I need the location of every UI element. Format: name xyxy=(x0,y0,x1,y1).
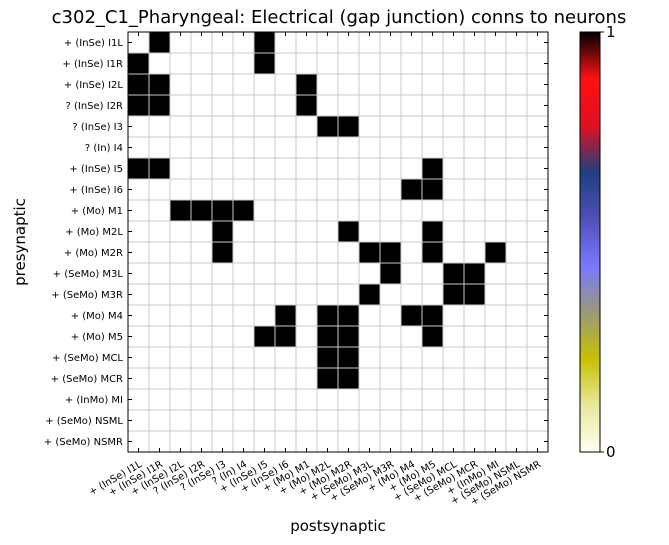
y-tick-label: + (Mo) M2L xyxy=(65,227,123,238)
y-tick-label: + (SeMo) MCR xyxy=(51,374,123,385)
heatmap-cell xyxy=(443,263,465,285)
heatmap-cell xyxy=(128,158,150,180)
heatmap-cell xyxy=(149,32,171,54)
heatmap-cell xyxy=(254,326,276,348)
heatmap-cell xyxy=(338,368,360,390)
heatmap-cell xyxy=(401,305,423,327)
y-tick-label: ? (InSe) I3 xyxy=(72,122,123,133)
heatmap-cell xyxy=(212,242,234,264)
y-tick-label: + (SeMo) M3R xyxy=(51,290,123,301)
y-tick-label: ? (In) I4 xyxy=(85,143,123,154)
heatmap-cell xyxy=(380,242,402,264)
heatmap-cell xyxy=(338,326,360,348)
plot-frame xyxy=(127,31,549,453)
y-tick-label: + (SeMo) MCL xyxy=(52,353,123,364)
heatmap-cell xyxy=(422,305,444,327)
y-tick-label: + (InSe) I6 xyxy=(69,185,123,196)
chart-title: c302_C1_Pharyngeal: Electrical (gap junc… xyxy=(52,7,627,28)
heatmap-cell xyxy=(296,95,318,117)
y-tick-label: + (SeMo) NSML xyxy=(45,416,123,427)
y-tick-label: ? (InSe) I2R xyxy=(65,101,123,112)
heatmap-cell xyxy=(233,200,255,222)
y-tick-label: + (Mo) M5 xyxy=(71,332,123,343)
heatmap-cell xyxy=(212,200,234,222)
heatmap-cell xyxy=(296,74,318,96)
heatmap-cell xyxy=(485,242,507,264)
y-tick-label: + (Mo) M2R xyxy=(64,248,123,259)
heatmap-cell xyxy=(149,158,171,180)
y-tick-label: + (Mo) M1 xyxy=(71,206,123,217)
y-tick-label: + (SeMo) NSMR xyxy=(44,437,123,448)
heatmap-cell xyxy=(212,221,234,243)
heatmap-cell xyxy=(359,284,381,306)
x-tick-labels: + (InSe) I1L+ (InSe) I1R+ (InSe) I2L? (I… xyxy=(87,459,543,508)
heatmap-cell xyxy=(422,221,444,243)
y-tick-label: + (InMo) MI xyxy=(65,395,123,406)
heatmap-cell xyxy=(317,326,339,348)
y-tick-label: + (InSe) I5 xyxy=(69,164,123,175)
heatmap-cell xyxy=(317,347,339,369)
heatmap-cell xyxy=(359,242,381,264)
colorbar-max-label: 1 xyxy=(606,23,616,41)
heatmap-cell xyxy=(338,116,360,138)
heatmap-cell xyxy=(338,305,360,327)
heatmap-cell xyxy=(317,116,339,138)
heatmap-cell xyxy=(254,32,276,54)
heatmap-cell xyxy=(422,179,444,201)
heatmap-cell xyxy=(464,284,486,306)
heatmap-cell xyxy=(149,95,171,117)
x-axis-label: postsynaptic xyxy=(290,517,386,535)
heatmap-cell xyxy=(422,326,444,348)
heatmap-cell xyxy=(422,242,444,264)
y-tick-label: + (InSe) I1L xyxy=(64,38,124,49)
heatmap-cell xyxy=(422,158,444,180)
heatmap-cell xyxy=(464,263,486,285)
heatmap-cell xyxy=(275,305,297,327)
heatmap-cell xyxy=(338,347,360,369)
heatmap-cell xyxy=(317,305,339,327)
y-tick-labels: + (InSe) I1L + (InSe) I1R + (InSe) I2L ? (I… xyxy=(44,38,124,448)
heatmap-cell xyxy=(401,179,423,201)
y-tick-label: + (InSe) I2L xyxy=(64,80,124,91)
heatmap-cell xyxy=(128,74,150,96)
colorbar xyxy=(579,31,601,453)
colorbar-min-label: 0 xyxy=(606,443,616,461)
y-tick-label: + (Mo) M4 xyxy=(71,311,123,322)
heatmap-cell xyxy=(275,326,297,348)
heatmap-cell xyxy=(149,74,171,96)
heatmap-cell xyxy=(170,200,192,222)
heatmap-cell xyxy=(380,263,402,285)
heatmap-cell xyxy=(128,53,150,75)
y-axis-label: presynaptic xyxy=(11,198,29,286)
y-tick-label: + (SeMo) M3L xyxy=(53,269,124,280)
heatmap-cell xyxy=(254,53,276,75)
heatmap-cell xyxy=(128,95,150,117)
heatmap-cell xyxy=(338,221,360,243)
heatmap-cell xyxy=(317,368,339,390)
axis-ticks xyxy=(128,32,548,452)
heatmap-gridlines xyxy=(128,32,548,452)
y-tick-label: + (InSe) I1R xyxy=(62,59,123,70)
heatmap-cell xyxy=(443,284,465,306)
heatmap-cell xyxy=(191,200,213,222)
